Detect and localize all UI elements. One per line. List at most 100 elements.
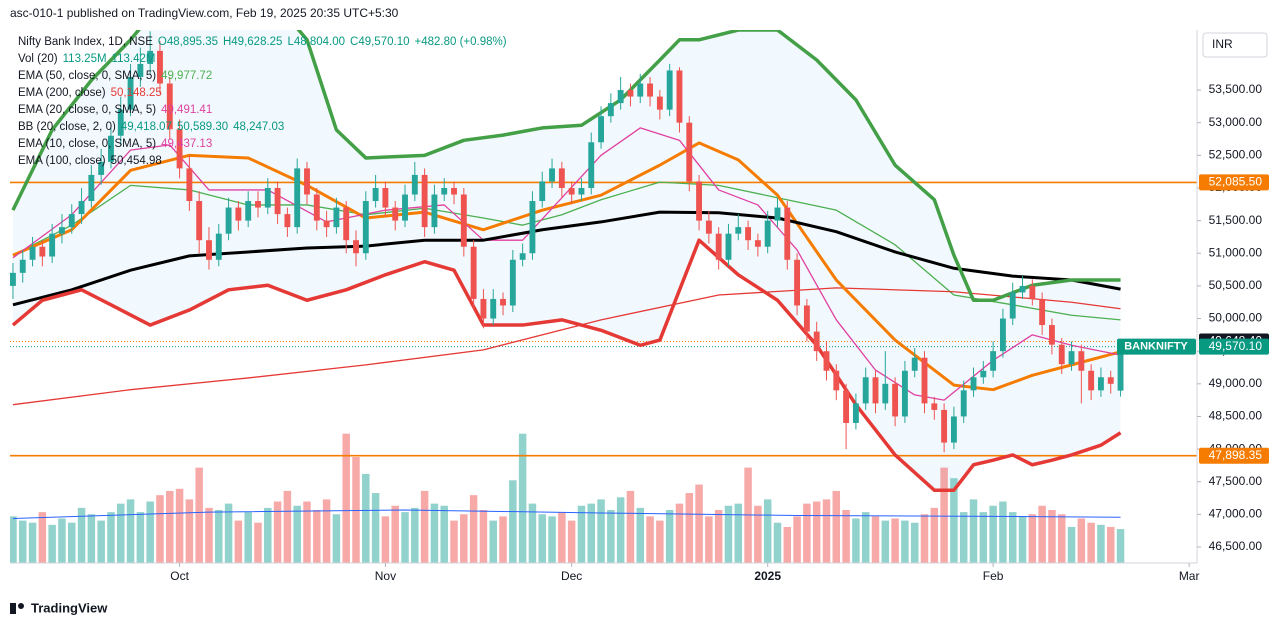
volume-bar	[28, 522, 37, 563]
volume-bar	[1067, 526, 1076, 563]
candle-body	[431, 194, 438, 228]
volume-bar	[175, 488, 184, 563]
candle-body	[1039, 298, 1046, 326]
candle-body	[206, 240, 212, 260]
legend-label: BB (20, close, 2, 0)	[18, 121, 116, 133]
candle-body	[578, 187, 585, 195]
candle-body	[186, 168, 193, 202]
volume-bar	[881, 520, 890, 563]
volume-bar	[381, 516, 390, 563]
candle-body	[411, 174, 418, 195]
volume-bar	[58, 518, 66, 563]
volume-bar	[283, 490, 292, 563]
candle-body	[598, 116, 604, 143]
candle-body	[1088, 370, 1095, 391]
legend-value: H49,628.25	[223, 36, 282, 48]
volume-bar	[1077, 518, 1086, 563]
legend-value: O48,895.35	[158, 36, 218, 48]
candle-body	[39, 246, 46, 257]
volume-bar	[538, 514, 546, 563]
candle-body	[1009, 292, 1016, 319]
volume-bar	[1018, 516, 1027, 563]
volume-bar	[460, 514, 468, 563]
candle-body	[49, 233, 56, 257]
candle-body	[960, 390, 967, 417]
indicator-line	[12, 287, 1121, 406]
legend-value: 113.25M	[63, 53, 107, 65]
candle-body	[568, 187, 575, 195]
candle-body	[235, 207, 242, 221]
candle-body	[803, 305, 810, 332]
volume-bar	[215, 510, 223, 563]
candle-body	[284, 214, 291, 228]
candle-body	[460, 194, 467, 247]
candle-body	[813, 331, 820, 352]
volume-bar	[999, 501, 1007, 563]
legend-label: Nifty Bank Index, 1D, NSE	[18, 36, 153, 48]
volume-bar	[166, 490, 174, 563]
volume-bar	[469, 495, 478, 563]
volume-bar	[773, 522, 782, 563]
legend-value: 49,437.13	[161, 138, 212, 150]
candle-body	[343, 207, 350, 241]
volume-bar	[822, 499, 831, 563]
volume-bar	[656, 520, 664, 563]
legend-value: +482.80 (+0.98%)	[414, 36, 506, 48]
volume-bar	[852, 518, 860, 563]
candle-body	[304, 168, 310, 195]
candle-body	[872, 377, 879, 404]
legend-row: Vol (20) 113.25M 113.42M	[18, 53, 155, 65]
volume-bar	[558, 512, 566, 563]
volume-bar	[313, 510, 321, 563]
candle-body	[637, 83, 644, 97]
price-tag	[1199, 447, 1269, 464]
volume-bar	[910, 522, 919, 563]
volume-bar	[812, 501, 821, 563]
volume-bar	[117, 503, 125, 563]
candle-body	[862, 377, 869, 404]
volume-bar	[763, 499, 772, 563]
candle-body	[931, 403, 938, 410]
candle-body	[108, 135, 114, 162]
volume-bar	[979, 512, 988, 563]
candle-body	[754, 240, 761, 247]
volume-bar	[19, 520, 27, 563]
candle-body	[78, 201, 85, 215]
volume-bar	[714, 510, 723, 563]
price-tag	[1199, 338, 1269, 355]
candle-body	[519, 253, 526, 260]
candle-body	[911, 357, 918, 371]
volume-bar	[185, 499, 194, 563]
volume-bar	[97, 520, 105, 563]
candle-body	[794, 259, 801, 306]
legend-label: Vol (20)	[18, 53, 58, 65]
y-tick-label: 49,000.00	[1209, 376, 1263, 390]
volume-bar	[695, 484, 703, 563]
legend-value: 50,148.25	[111, 87, 162, 99]
candle-body	[117, 109, 124, 136]
candle-body	[98, 161, 105, 175]
volume-bar	[391, 505, 399, 563]
candle-body	[127, 77, 134, 110]
volume-bar	[567, 520, 576, 563]
candle-body	[990, 351, 997, 371]
volume-bar	[362, 473, 370, 563]
volume-bar	[499, 516, 507, 563]
legend-label: EMA (50, close, 0, SMA, 5)	[18, 70, 156, 82]
candle-body	[715, 233, 722, 260]
x-tick-label: 2025	[754, 569, 781, 583]
currency-label[interactable]: INR	[1212, 37, 1233, 51]
legend-value: L48,804.00	[287, 36, 345, 48]
candle-body	[999, 318, 1006, 352]
candle-body	[215, 233, 222, 260]
volume-bar	[146, 501, 154, 563]
candle-body	[294, 168, 301, 228]
candle-body	[264, 187, 271, 208]
candle-body	[1068, 351, 1075, 365]
candle-body	[666, 70, 673, 110]
volume-bar	[126, 499, 135, 563]
candle-body	[1058, 344, 1065, 365]
candle-body	[480, 298, 487, 319]
currency-box[interactable]	[1202, 32, 1268, 58]
volume-bar	[440, 505, 448, 563]
